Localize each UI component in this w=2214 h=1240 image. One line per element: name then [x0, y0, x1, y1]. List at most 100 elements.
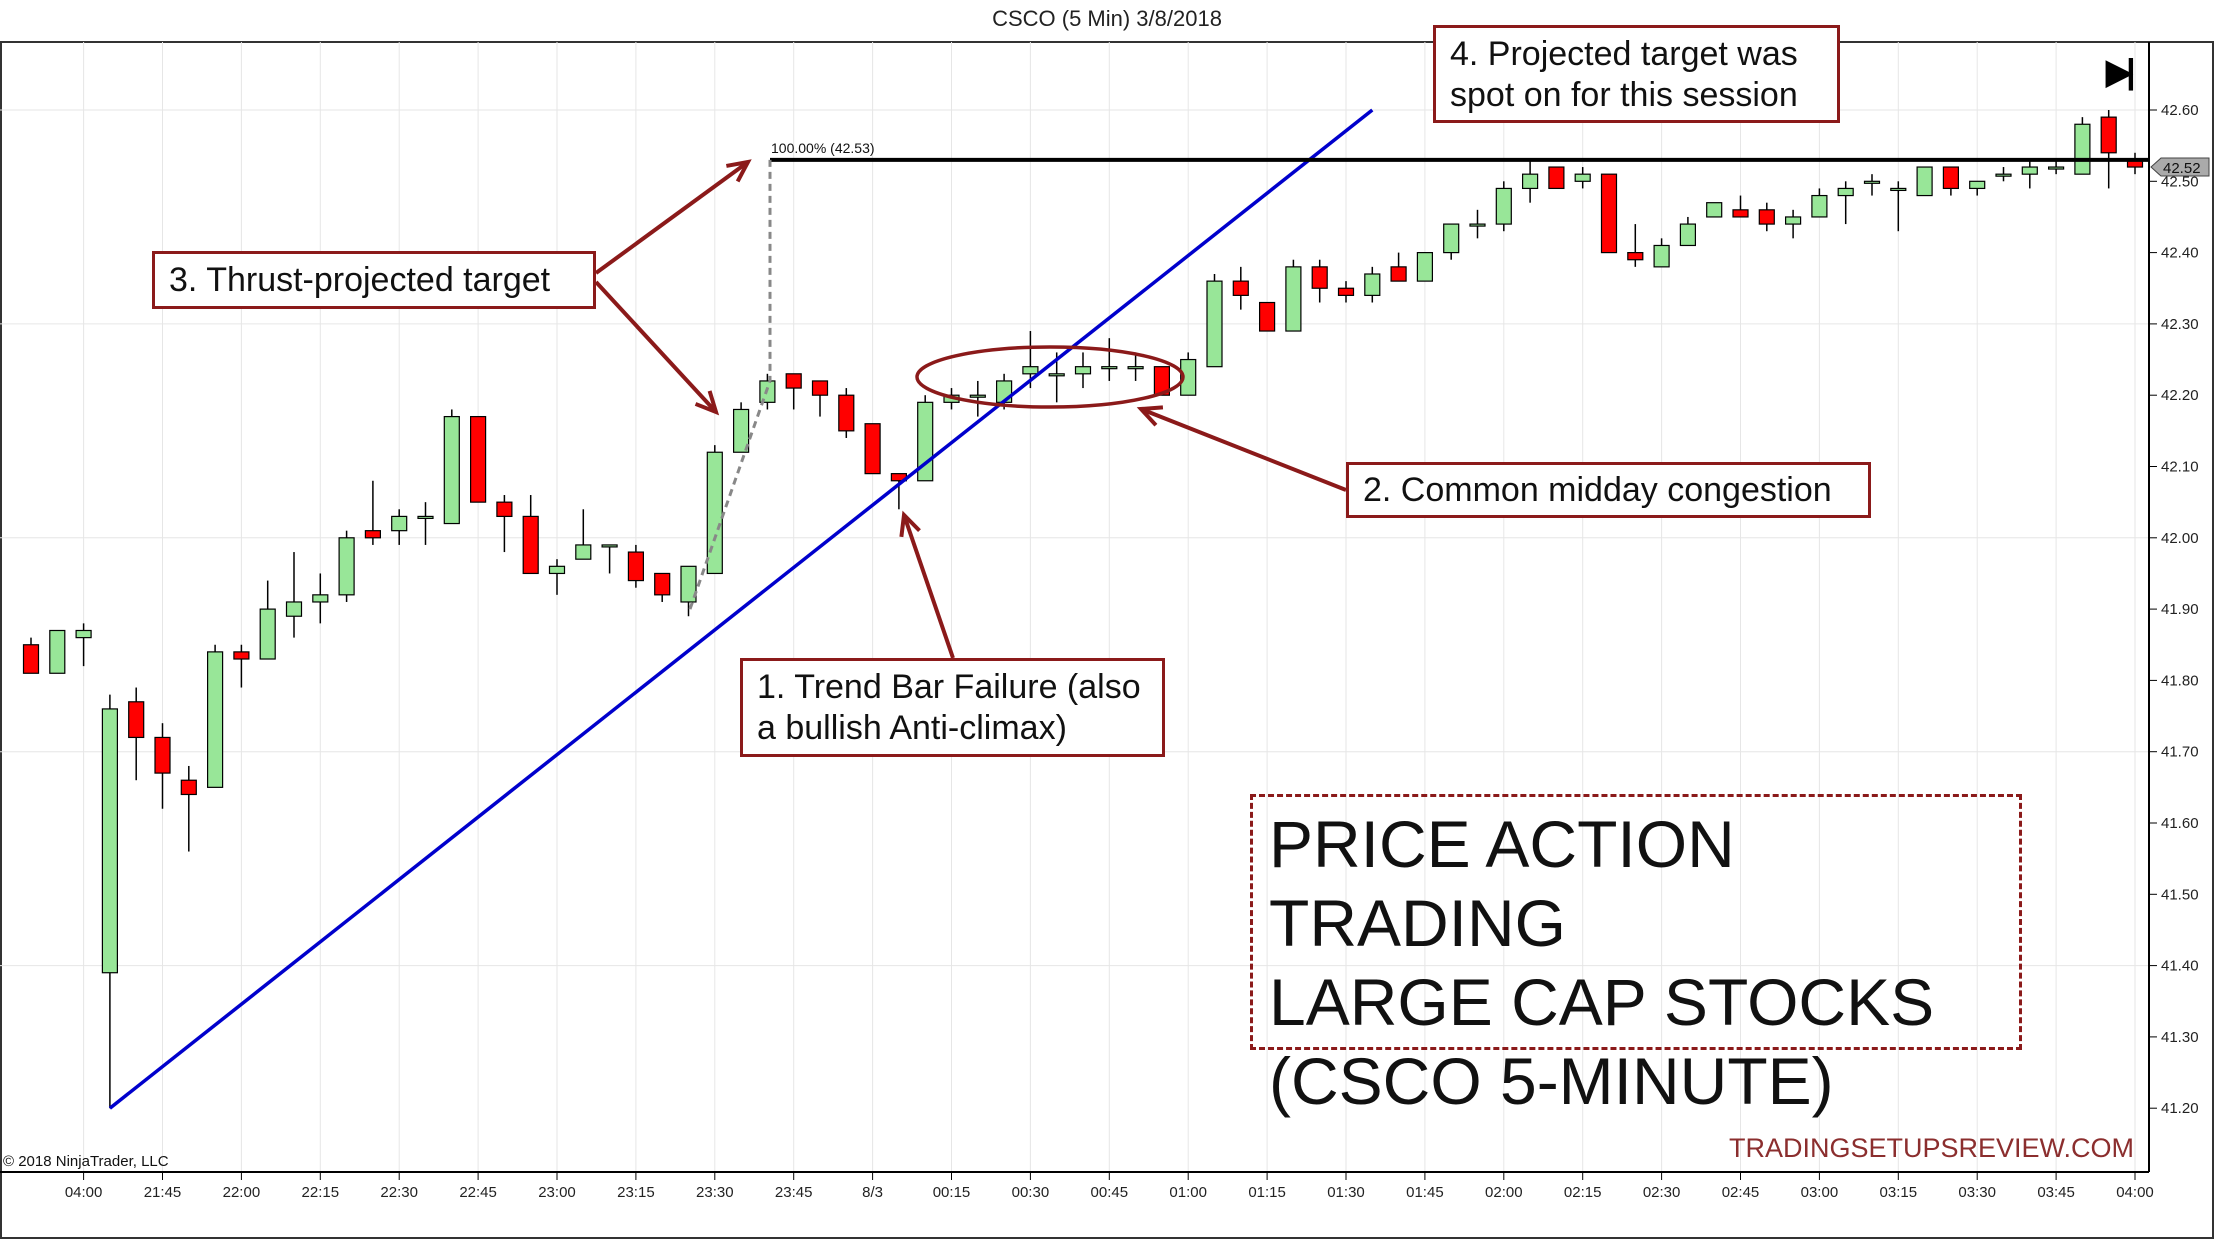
candle-up — [443, 415, 460, 525]
candle-up — [1416, 252, 1434, 282]
headline-line3: (CSCO 5-MINUTE) — [1269, 1044, 1834, 1118]
candle-down — [785, 373, 802, 389]
annotation-1: 1. Trend Bar Failure (also a bullish Ant… — [740, 658, 1165, 757]
candle-up — [1890, 187, 1907, 192]
gridlines — [0, 42, 2149, 1172]
candle-down — [864, 423, 881, 475]
copyright: © 2018 NinjaTrader, LLC — [3, 1153, 169, 1170]
x-tick-label: 23:30 — [696, 1184, 734, 1201]
candle-down — [364, 530, 381, 539]
candle-up — [101, 708, 119, 974]
candle-up — [732, 408, 750, 453]
candle-up — [1285, 266, 1302, 332]
headline-line1: PRICE ACTION TRADING — [1269, 807, 1735, 960]
last-price-tag — [2150, 157, 2210, 177]
candle-down — [1627, 252, 1644, 261]
candle-up — [1495, 187, 1512, 225]
candle-up — [1101, 366, 1118, 370]
candle-up — [1074, 366, 1092, 375]
candle-down — [180, 779, 197, 796]
annotation-4-line2: spot on for this session — [1450, 76, 1798, 114]
y-tick-label: 41.90 — [2161, 601, 2199, 618]
candle-up — [1022, 366, 1039, 375]
annotation-1-line2: a bullish Anti-climax) — [757, 709, 1067, 747]
candle-up — [706, 451, 723, 575]
x-tick-label: 02:30 — [1643, 1184, 1681, 1201]
candle-down — [522, 515, 539, 575]
candle-up — [969, 394, 986, 398]
chart-frame — [0, 41, 2214, 1239]
annotation-arrow — [1140, 407, 1347, 492]
x-tick-label: 02:45 — [1722, 1184, 1760, 1201]
candle-down — [1337, 287, 1355, 296]
headline-box: PRICE ACTION TRADING LARGE CAP STOCKS (C… — [1250, 794, 2022, 1118]
y-tick-label: 41.50 — [2161, 886, 2199, 903]
x-tick-label: 23:00 — [538, 1184, 576, 1201]
candle-down — [838, 394, 855, 432]
drawing-objects: 100.00% (42.53) — [108, 108, 2149, 1110]
x-tick-label: 03:15 — [1880, 1184, 1918, 1201]
candle-down — [1311, 266, 1328, 289]
congestion-ellipse — [915, 345, 1185, 409]
candle-up — [1916, 166, 1933, 197]
candle-up — [49, 629, 66, 674]
x-tick-label: 04:00 — [2116, 1184, 2154, 1201]
candle-up — [1180, 358, 1197, 396]
candle-up — [1784, 216, 1802, 225]
arrow-head — [1136, 405, 1164, 427]
candle-up — [338, 537, 355, 596]
watermark: TRADINGSETUPSREVIEW.COM — [1728, 1133, 2134, 1163]
candle-up — [1127, 366, 1144, 370]
x-tick-label: 8/3 — [862, 1184, 883, 1201]
candle-down — [1600, 173, 1618, 254]
x-tick-label: 03:30 — [1958, 1184, 1996, 1201]
fib-label: 100.00% (42.53) — [771, 140, 875, 156]
y-tick-label: 42.60 — [2161, 102, 2199, 119]
y-tick-label: 41.30 — [2161, 1029, 2199, 1046]
candle-down — [1548, 166, 1565, 190]
y-tick-label: 42.40 — [2161, 245, 2199, 262]
x-tick-label: 00:45 — [1091, 1184, 1129, 1201]
x-tick-label: 02:15 — [1564, 1184, 1602, 1201]
candle-up — [207, 651, 224, 788]
candle-down — [654, 572, 671, 596]
y-tick-label: 41.40 — [2161, 958, 2199, 975]
candle-down — [1390, 266, 1407, 282]
y-tick-label: 42.20 — [2161, 387, 2199, 404]
candle-up — [1206, 280, 1223, 368]
x-tick-label: 23:15 — [617, 1184, 655, 1201]
y-tick-label: 41.20 — [2161, 1100, 2199, 1117]
candle-up — [312, 594, 329, 603]
chart-title: CSCO (5 Min) 3/8/2018 — [992, 6, 1222, 31]
candle-down — [470, 415, 487, 503]
annotation-1-line1: 1. Trend Bar Failure (also — [757, 668, 1141, 706]
candle-up — [2048, 166, 2065, 170]
candle-up — [1679, 223, 1697, 247]
candle-up — [2074, 123, 2091, 175]
x-tick-label: 22:45 — [459, 1184, 497, 1201]
x-tick-label: 22:15 — [302, 1184, 340, 1201]
candle-up — [1574, 173, 1591, 182]
x-tick-label: 22:30 — [380, 1184, 418, 1201]
candle-down — [1942, 166, 1960, 190]
skip-to-end-icon[interactable]: ▶| — [2106, 53, 2136, 91]
y-tick-label: 42.30 — [2161, 316, 2199, 333]
candle-up — [391, 515, 408, 532]
candle-up — [1364, 273, 1381, 296]
candle-up — [75, 629, 92, 639]
y-axis: 42.60 42.50 42.40 42.30 42.20 42.10 42.00 41.90… — [2148, 42, 2210, 1172]
y-tick-label: 41.80 — [2161, 672, 2199, 689]
candle-up — [680, 565, 697, 603]
candle-down — [128, 701, 145, 739]
arrow-head — [899, 510, 921, 538]
x-axis: 04:00 21:45 22:00 22:15 22:30 22:45 23:00 23:15… — [0, 1171, 2154, 1201]
candle-up — [1995, 173, 2012, 177]
candle-up — [1706, 202, 1723, 218]
x-tick-label: 02:00 — [1485, 1184, 1523, 1201]
x-tick-label: 22:00 — [223, 1184, 261, 1201]
candle-down — [233, 651, 250, 660]
annotation-3: 3. Thrust-projected target — [152, 251, 596, 309]
headline-line2: LARGE CAP STOCKS — [1269, 965, 1935, 1039]
x-tick-label: 01:15 — [1248, 1184, 1286, 1201]
candle-down — [496, 501, 513, 518]
